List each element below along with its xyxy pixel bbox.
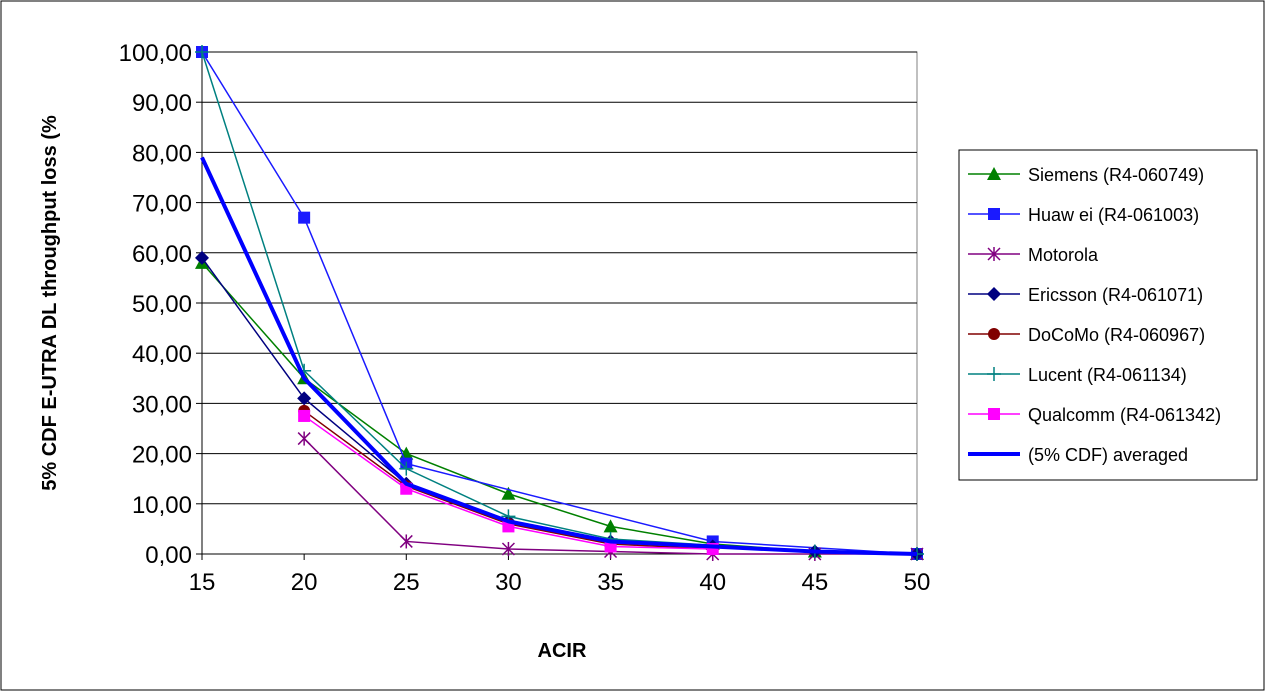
y-tick-label: 0,00	[145, 542, 192, 569]
legend-marker	[988, 328, 1000, 340]
data-point	[195, 250, 209, 265]
legend-marker	[988, 408, 1000, 420]
data-point	[399, 461, 414, 476]
x-tick-label: 50	[904, 569, 931, 596]
y-tick-label: 90,00	[132, 90, 192, 117]
x-tick-label: 35	[597, 569, 624, 596]
y-tick-label: 30,00	[132, 391, 192, 418]
y-tick-label: 60,00	[132, 241, 192, 268]
x-tick-label: 25	[393, 569, 420, 596]
x-tick-label: 45	[802, 569, 829, 596]
gridlines	[202, 51, 917, 555]
legend-entry: Siemens (R4-060749)	[968, 165, 1204, 185]
legend-entry: DoCoMo (R4-060967)	[968, 325, 1205, 345]
legend-entry: Huaw ei (R4-061003)	[968, 205, 1199, 225]
legend-marker	[987, 367, 1001, 381]
data-point	[297, 391, 312, 406]
legend-label: Lucent (R4-061134)	[1028, 365, 1187, 385]
legend-label: Huaw ei (R4-061003)	[1028, 205, 1199, 225]
y-tick-label: 50,00	[132, 291, 192, 318]
y-tick-label: 100,00	[119, 40, 192, 67]
y-tick-label: 80,00	[132, 140, 192, 167]
x-tick-label: 30	[495, 569, 522, 596]
y-tick-label: 40,00	[132, 341, 192, 368]
legend-marker	[987, 247, 1001, 261]
y-axis-ticks: 0,00 10,00 20,00 30,00 40,00 50,00 60,00 70,00 8…	[119, 40, 203, 569]
legend-label: DoCoMo (R4-060967)	[1028, 325, 1205, 345]
legend-box	[958, 149, 1258, 481]
data-point	[298, 211, 311, 224]
legend-marker	[987, 287, 1001, 301]
legend-label: Ericsson (R4-061071)	[1028, 285, 1203, 305]
legend-marker	[987, 167, 1001, 180]
legend-label: Motorola	[1028, 245, 1099, 265]
legend-entry: Qualcomm (R4-061342)	[968, 405, 1221, 425]
series-layer	[195, 45, 924, 561]
y-tick-label: 70,00	[132, 191, 192, 218]
data-point	[297, 431, 311, 446]
y-tick-label: 20,00	[132, 442, 192, 469]
data-point	[399, 534, 413, 549]
legend-label: (5% CDF) averaged	[1028, 445, 1188, 465]
data-point	[501, 541, 515, 556]
legend-marker	[988, 208, 1000, 220]
x-tick-label: 15	[189, 569, 216, 596]
series-line	[200, 156, 918, 556]
data-point	[298, 409, 311, 422]
legend-label: Siemens (R4-060749)	[1028, 165, 1204, 185]
y-axis-label: 5% CDF E-UTRA DL throughput loss (%	[39, 115, 61, 491]
legend-entry: Lucent (R4-061134)	[968, 365, 1187, 385]
x-axis-ticks: 15 20 25 30 35 40 45 50	[189, 553, 931, 596]
x-axis-label: ACIR	[538, 640, 587, 662]
x-tick-label: 40	[699, 569, 726, 596]
data-point	[501, 486, 516, 500]
y-tick-label: 10,00	[132, 492, 192, 519]
legend-entry: Motorola	[968, 245, 1099, 265]
data-point	[603, 519, 618, 533]
legend: Siemens (R4-060749) Huaw ei (R4-061003) Mo…	[968, 165, 1221, 465]
series-5-cdf-averaged	[200, 156, 918, 556]
legend-label: Qualcomm (R4-061342)	[1028, 405, 1221, 425]
x-tick-label: 20	[291, 569, 318, 596]
legend-entry: (5% CDF) averaged	[968, 445, 1188, 465]
data-point	[195, 45, 209, 59]
legend-entry: Ericsson (R4-061071)	[968, 285, 1203, 305]
